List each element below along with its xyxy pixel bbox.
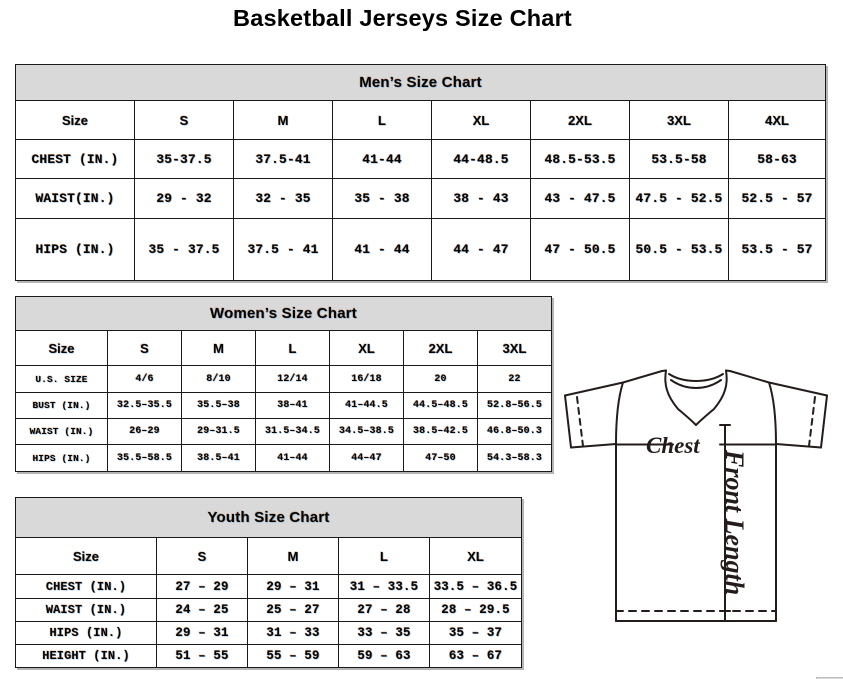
svg-text:Front Length: Front Length: [720, 449, 749, 595]
svg-text:Chest: Chest: [646, 433, 700, 458]
